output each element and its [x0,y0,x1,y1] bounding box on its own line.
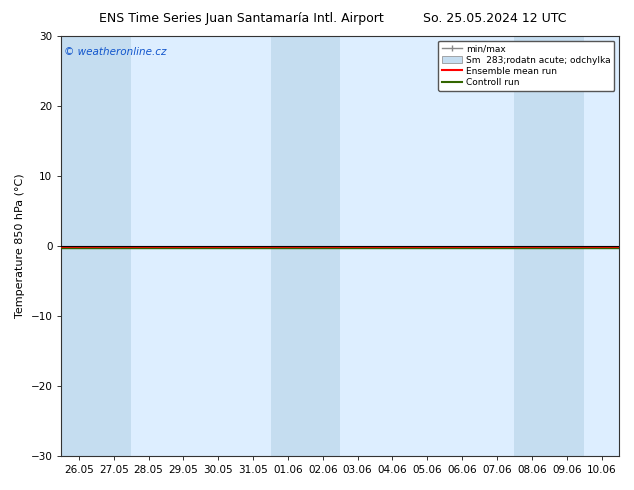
Text: ENS Time Series Juan Santamaría Intl. Airport: ENS Time Series Juan Santamaría Intl. Ai… [98,12,384,25]
Bar [514,36,549,456]
Legend: min/max, Sm  283;rodatn acute; odchylka, Ensemble mean run, Controll run: min/max, Sm 283;rodatn acute; odchylka, … [438,41,614,91]
Bar [549,36,584,456]
Text: © weatheronline.cz: © weatheronline.cz [64,47,167,57]
Bar [96,36,131,456]
Y-axis label: Temperature 850 hPa (°C): Temperature 850 hPa (°C) [15,174,25,318]
Text: So. 25.05.2024 12 UTC: So. 25.05.2024 12 UTC [423,12,566,25]
Bar [271,36,306,456]
Bar [306,36,340,456]
Bar [61,36,96,456]
